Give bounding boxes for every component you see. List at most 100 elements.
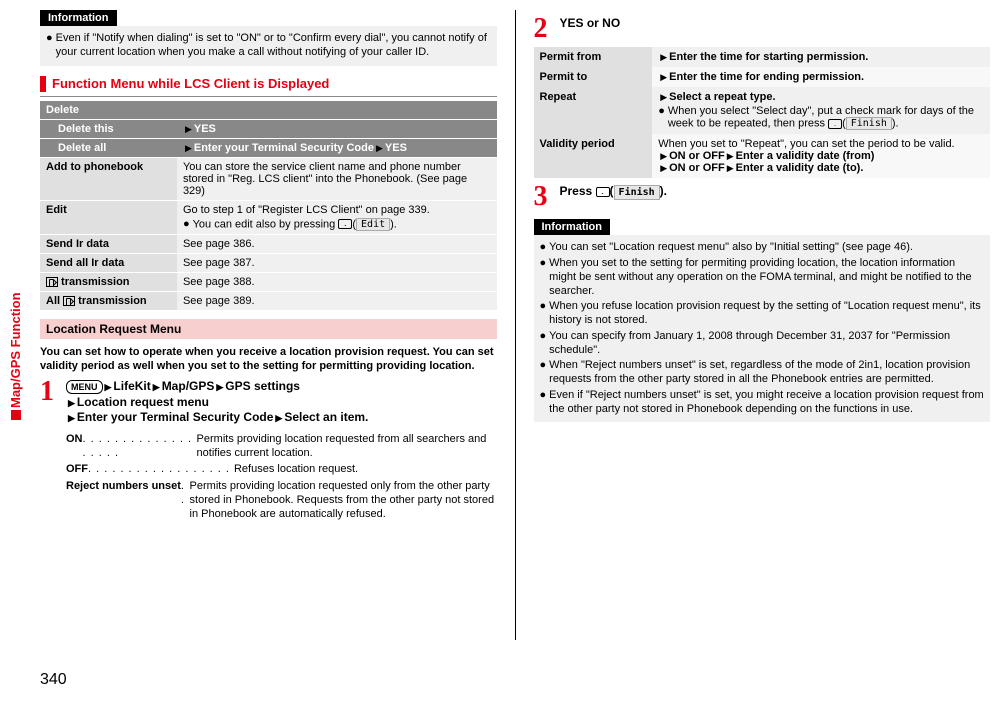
off-desc: Refuses location request.: [234, 462, 358, 476]
on-desc: Permits providing location requested fro…: [197, 432, 497, 461]
edit-label: Edit: [40, 200, 177, 234]
alltrans-a: All: [46, 295, 60, 307]
mail-key-icon-3: [596, 187, 610, 197]
info-text: When you set to the setting for permitin…: [549, 257, 984, 298]
step3-a: Press: [560, 184, 593, 198]
phonebook-value: You can store the service client name an…: [177, 157, 497, 200]
permit-from-label: Permit from: [534, 47, 653, 67]
rej-desc: Permits providing location requested onl…: [190, 479, 497, 522]
mail-key-icon-2: [828, 119, 842, 129]
step1-e: Enter your Terminal Security Code: [77, 410, 274, 424]
left-column: Information ●Even if "Notify when dialin…: [40, 10, 497, 640]
mail-key-icon: [338, 219, 352, 229]
trans-label-text: transmission: [58, 276, 130, 288]
info-text: When you refuse location provision reque…: [549, 300, 984, 328]
info-item: ●When you refuse location provision requ…: [540, 300, 985, 328]
info-item: ●Even if "Reject numbers unset" is set, …: [540, 389, 985, 417]
step-1-number: 1: [40, 379, 62, 524]
right-column: 2 YES or NO Permit from ▶Enter the time …: [534, 10, 991, 640]
alltrans-b: transmission: [75, 295, 147, 307]
info-label-left: Information: [40, 10, 117, 26]
finish-softkey-1: Finish: [846, 117, 892, 130]
info-text: When "Reject numbers unset" is set, rega…: [549, 359, 984, 387]
function-menu-header: Function Menu while LCS Client is Displa…: [40, 76, 497, 97]
option-off: OFF. . . . . . . . . . . . . . . . . . R…: [66, 462, 497, 476]
finish-softkey-2: Finish: [614, 185, 660, 200]
step-2-number: 2: [534, 16, 556, 41]
ir-icon-2: [63, 296, 75, 306]
validity-label: Validity period: [534, 134, 653, 178]
edit-sub: You can edit also by pressing: [193, 218, 336, 230]
alltrans-value: See page 389.: [177, 291, 497, 310]
red-bar-icon: [40, 76, 46, 92]
info-item: ●You can set "Location request menu" als…: [540, 241, 985, 255]
permit-table: Permit from ▶Enter the time for starting…: [534, 47, 991, 178]
from-text: Enter the time for starting permission.: [669, 51, 868, 63]
trans-label: transmission: [40, 272, 177, 291]
on-dots: . . . . . . . . . . . . . . . . . . .: [83, 432, 193, 461]
option-list: ON. . . . . . . . . . . . . . . . . . . …: [66, 432, 497, 522]
delete-this-value: ▶YES: [177, 119, 497, 138]
page-number: 340: [40, 671, 67, 689]
alltrans-label: All transmission: [40, 291, 177, 310]
validity-main: When you set to "Repeat", you can set th…: [658, 138, 954, 150]
edit-softkey: Edit: [356, 218, 390, 231]
info-item: ●When "Reject numbers unset" is set, reg…: [540, 359, 985, 387]
vb1: ON or OFF: [669, 162, 725, 174]
delete-header: Delete: [40, 101, 497, 120]
option-reject: Reject numbers unset . . Permits providi…: [66, 479, 497, 522]
delete-all-label: Delete all: [40, 138, 177, 157]
info-text: Even if "Reject numbers unset" is set, y…: [549, 389, 984, 417]
yes-text: YES: [194, 123, 216, 135]
info-box-left: ●Even if "Notify when dialing" is set to…: [40, 26, 497, 66]
location-request-header: Location Request Menu: [40, 319, 497, 339]
info-box-right: ●You can set "Location request menu" als…: [534, 235, 991, 422]
function-menu-title: Function Menu while LCS Client is Displa…: [52, 76, 329, 91]
two-column-layout: Information ●Even if "Notify when dialin…: [40, 10, 990, 640]
step1-b: Map/GPS: [162, 379, 215, 393]
info-text: Even if "Notify when dialing" is set to …: [56, 32, 491, 60]
yes-text-2: YES: [385, 142, 407, 154]
to-text: Enter the time for ending permission.: [669, 71, 864, 83]
sendallir-value: See page 387.: [177, 253, 497, 272]
location-intro: You can set how to operate when you rece…: [40, 345, 497, 374]
sec-code-text: Enter your Terminal Security Code: [194, 142, 374, 154]
off-name: OFF: [66, 462, 88, 476]
ir-icon: [46, 277, 58, 287]
permit-to-label: Permit to: [534, 67, 653, 87]
delete-this-label: Delete this: [40, 119, 177, 138]
info-label-right: Information: [534, 219, 611, 235]
step-3-number: 3: [534, 184, 556, 209]
info-item: ●You can specify from January 1, 2008 th…: [540, 330, 985, 358]
step1-d: Location request menu: [77, 395, 209, 409]
trans-value: See page 388.: [177, 272, 497, 291]
step1-f: Select an item.: [284, 410, 368, 424]
menu-key-icon: MENU: [66, 380, 103, 394]
side-tab-text: Map/GPS Function: [8, 292, 23, 408]
sendir-value: See page 386.: [177, 234, 497, 253]
va1: ON or OFF: [669, 150, 725, 162]
step-3-body: Press (Finish).: [560, 184, 991, 209]
rej-name: Reject numbers unset: [66, 479, 181, 522]
off-dots: . . . . . . . . . . . . . . . . . .: [88, 462, 230, 476]
step-2: 2 YES or NO: [534, 16, 991, 41]
edit-main: Go to step 1 of "Register LCS Client" on…: [183, 204, 430, 216]
rej-dots: . .: [181, 479, 186, 522]
info-text: You can set "Location request menu" also…: [549, 241, 913, 255]
step1-c: GPS settings: [225, 379, 300, 393]
permit-to-value: ▶Enter the time for ending permission.: [652, 67, 990, 87]
sendir-label: Send Ir data: [40, 234, 177, 253]
step-1: 1 MENU▶LifeKit▶Map/GPS▶GPS settings ▶Loc…: [40, 379, 497, 524]
sendallir-label: Send all Ir data: [40, 253, 177, 272]
repeat-sub: When you select "Select day", put a chec…: [668, 105, 974, 129]
step1-a: LifeKit: [113, 379, 150, 393]
repeat-label: Repeat: [534, 87, 653, 134]
info-text: You can specify from January 1, 2008 thr…: [549, 330, 984, 358]
va2: Enter a validity date (from): [736, 150, 875, 162]
delete-all-value: ▶Enter your Terminal Security Code▶YES: [177, 138, 497, 157]
step3-b: .: [664, 184, 667, 198]
step-1-body: MENU▶LifeKit▶Map/GPS▶GPS settings ▶Locat…: [66, 379, 497, 524]
vb2: Enter a validity date (to).: [736, 162, 864, 174]
info-item: ●When you set to the setting for permiti…: [540, 257, 985, 298]
step-3: 3 Press (Finish).: [534, 184, 991, 209]
